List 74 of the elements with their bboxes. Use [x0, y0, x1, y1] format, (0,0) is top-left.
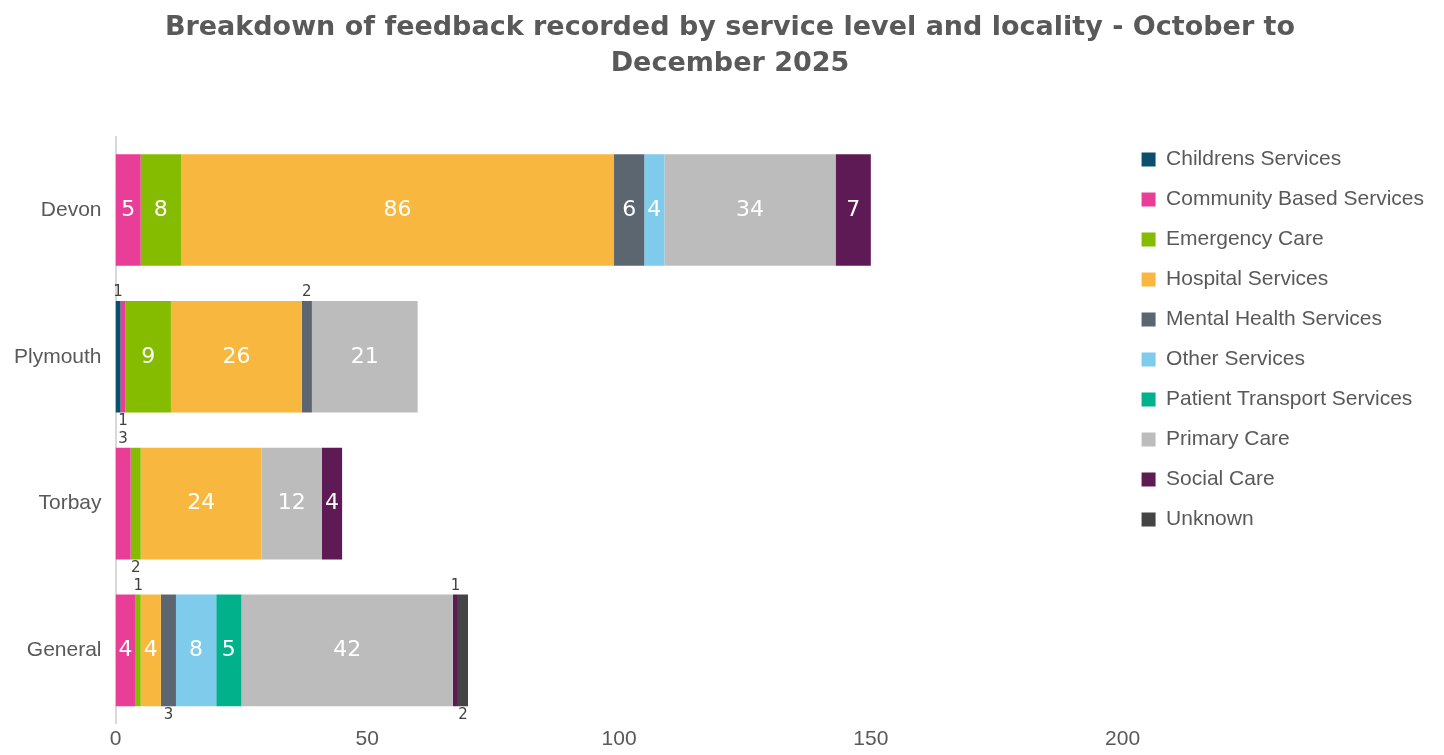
legend-label: Social Care — [1166, 466, 1275, 490]
legend-label: Mental Health Services — [1166, 306, 1383, 330]
data-label: 1 — [133, 575, 143, 594]
bar — [135, 594, 141, 707]
data-label: 2 — [302, 281, 312, 300]
data-label: 3 — [118, 428, 128, 447]
bar — [181, 154, 615, 266]
bar — [140, 594, 161, 707]
legend-label: Patient Transport Services — [1166, 386, 1413, 410]
bar — [125, 301, 171, 413]
bar — [457, 594, 468, 707]
bar — [160, 594, 176, 707]
x-tick-label: 0 — [109, 726, 122, 750]
bar — [170, 301, 302, 413]
data-label: 7 — [846, 195, 861, 221]
bar — [115, 447, 131, 560]
bar — [241, 594, 453, 707]
x-tick-label: 200 — [1105, 726, 1141, 750]
data-label: 6 — [622, 195, 637, 221]
data-label: 5 — [221, 636, 236, 662]
legend-label: Other Services — [1166, 346, 1305, 370]
legend-label: Primary Care — [1166, 426, 1290, 450]
bar — [140, 154, 181, 266]
bar — [175, 594, 217, 707]
data-label: 34 — [735, 195, 764, 221]
data-label: 42 — [333, 636, 362, 662]
bar — [321, 447, 343, 560]
data-label: 12 — [277, 489, 306, 515]
bar — [216, 594, 242, 707]
y-tick-label: Devon — [40, 196, 102, 220]
legend-label: Emergency Care — [1166, 226, 1324, 250]
bar — [120, 301, 126, 413]
bar — [664, 154, 836, 266]
y-tick-label: Torbay — [38, 490, 103, 514]
x-tick-label: 50 — [355, 726, 379, 750]
bar — [614, 154, 645, 266]
bar — [115, 594, 136, 707]
data-label: 86 — [383, 195, 412, 221]
legend-label: Unknown — [1166, 506, 1254, 530]
legend-label: Hospital Services — [1166, 266, 1329, 290]
data-label: 3 — [163, 705, 174, 724]
legend-label: Community Based Services — [1166, 186, 1425, 210]
data-label: 2 — [130, 558, 141, 577]
bar — [115, 154, 141, 266]
data-label: 1 — [113, 281, 123, 300]
bar — [140, 447, 262, 560]
bar — [452, 594, 458, 707]
data-label: 4 — [143, 636, 158, 662]
data-label: 1 — [118, 411, 128, 430]
bar — [261, 447, 322, 560]
data-label: 24 — [187, 489, 216, 515]
bar — [130, 447, 141, 560]
bar — [311, 301, 418, 413]
data-label: 4 — [325, 489, 340, 515]
x-tick-label: 150 — [853, 726, 889, 750]
y-tick-label: General — [26, 637, 102, 661]
y-tick-label: Plymouth — [13, 343, 102, 367]
data-label: 8 — [189, 636, 204, 662]
chart-title: Breakdown of feedback recorded by service level and locality - October to December 2025 — [163, 9, 1297, 80]
bar — [301, 301, 312, 413]
data-label: 26 — [222, 342, 251, 368]
legend-label: Childrens Services — [1166, 146, 1342, 170]
data-label: 21 — [350, 342, 379, 368]
data-label: 9 — [141, 342, 156, 368]
data-label: 1 — [450, 575, 461, 594]
data-label: 5 — [121, 195, 136, 221]
data-label: 4 — [647, 195, 662, 221]
bar — [115, 301, 121, 413]
bar — [644, 154, 665, 266]
bar — [835, 154, 871, 266]
data-label: 2 — [458, 705, 468, 724]
data-label: 8 — [153, 195, 168, 221]
x-tick-label: 100 — [601, 726, 637, 750]
data-label: 4 — [118, 636, 133, 662]
